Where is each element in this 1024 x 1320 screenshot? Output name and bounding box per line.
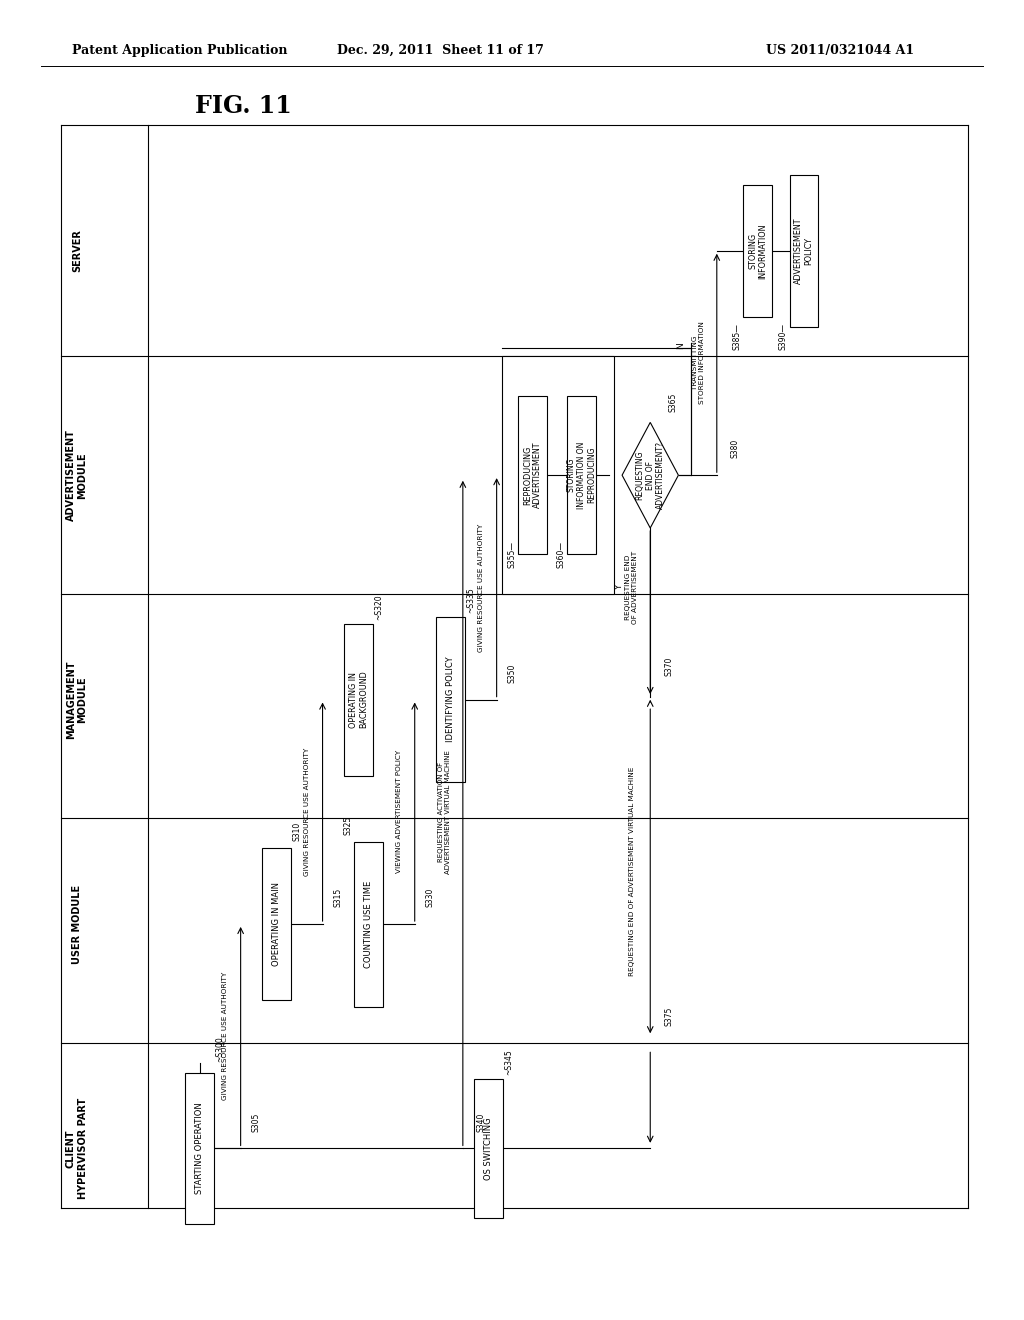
Text: Patent Application Publication: Patent Application Publication — [72, 44, 287, 57]
Text: STORING
INFORMATION ON
REPRODUCING: STORING INFORMATION ON REPRODUCING — [566, 441, 597, 510]
Text: S355—: S355— — [508, 541, 516, 568]
Text: Y: Y — [615, 585, 624, 590]
Text: US 2011/0321044 A1: US 2011/0321044 A1 — [766, 44, 913, 57]
Text: ~S300: ~S300 — [216, 1036, 224, 1063]
Text: S370: S370 — [665, 657, 673, 676]
Text: USER MODULE: USER MODULE — [72, 884, 82, 964]
Text: REQUESTING END OF ADVERTISEMENT VIRTUAL MACHINE: REQUESTING END OF ADVERTISEMENT VIRTUAL … — [629, 767, 635, 975]
Bar — [436, 618, 465, 781]
Text: S375: S375 — [665, 1007, 673, 1026]
Bar — [354, 842, 383, 1006]
Text: N: N — [677, 342, 685, 350]
Text: S340: S340 — [477, 1113, 485, 1131]
Text: GIVING RESOURCE USE AUTHORITY: GIVING RESOURCE USE AUTHORITY — [222, 972, 228, 1101]
Text: S330: S330 — [426, 888, 434, 907]
Text: S360—: S360— — [557, 541, 565, 568]
Text: TRANSMITTING
STORED INFORMATION: TRANSMITTING STORED INFORMATION — [692, 322, 705, 404]
Bar — [518, 396, 547, 554]
Polygon shape — [623, 422, 678, 528]
Text: FIG. 11: FIG. 11 — [195, 94, 291, 117]
Text: OPERATING IN
BACKGROUND: OPERATING IN BACKGROUND — [349, 671, 368, 729]
Text: REQUESTING ACTIVATION OF
ADVERTISEMENT VIRTUAL MACHINE: REQUESTING ACTIVATION OF ADVERTISEMENT V… — [438, 750, 451, 874]
Bar — [743, 185, 772, 317]
Text: GIVING RESOURCE USE AUTHORITY: GIVING RESOURCE USE AUTHORITY — [304, 747, 310, 876]
Text: S325: S325 — [344, 816, 352, 834]
Text: S315: S315 — [334, 888, 342, 907]
Text: REQUESTING END
OF ADVERTISEMENT: REQUESTING END OF ADVERTISEMENT — [626, 550, 638, 624]
Text: OS SWITCHING: OS SWITCHING — [484, 1117, 493, 1180]
Bar — [344, 624, 373, 776]
Bar — [502, 356, 614, 594]
Text: STARTING OPERATION: STARTING OPERATION — [196, 1102, 204, 1195]
Text: ~S335: ~S335 — [467, 587, 475, 614]
Text: CLIENT
HYPERVISOR PART: CLIENT HYPERVISOR PART — [66, 1098, 88, 1199]
Text: OPERATING IN MAIN: OPERATING IN MAIN — [272, 882, 281, 966]
Text: ADVERTISEMENT
POLICY: ADVERTISEMENT POLICY — [795, 218, 813, 284]
Text: S365: S365 — [669, 393, 677, 412]
Bar — [790, 174, 818, 326]
Text: ~S345: ~S345 — [505, 1049, 513, 1076]
Text: S310: S310 — [293, 822, 301, 841]
Text: VIEWING ADVERTISEMENT POLICY: VIEWING ADVERTISEMENT POLICY — [396, 750, 402, 874]
Text: IDENTIFYING POLICY: IDENTIFYING POLICY — [446, 657, 455, 742]
Text: S380: S380 — [731, 440, 739, 458]
Text: Dec. 29, 2011  Sheet 11 of 17: Dec. 29, 2011 Sheet 11 of 17 — [337, 44, 544, 57]
Text: GIVING RESOURCE USE AUTHORITY: GIVING RESOURCE USE AUTHORITY — [478, 523, 484, 652]
Text: S385—: S385— — [733, 323, 741, 350]
Text: ADVERTISEMENT
MODULE: ADVERTISEMENT MODULE — [66, 429, 88, 521]
Bar — [185, 1072, 214, 1225]
Text: COUNTING USE TIME: COUNTING USE TIME — [365, 880, 373, 968]
Text: MANAGEMENT
MODULE: MANAGEMENT MODULE — [66, 660, 88, 739]
Bar — [567, 396, 596, 554]
Text: ~S320: ~S320 — [375, 594, 383, 620]
Text: S390—: S390— — [779, 323, 787, 350]
Text: S350: S350 — [508, 664, 516, 682]
Text: S305: S305 — [252, 1113, 260, 1131]
Text: SERVER: SERVER — [72, 230, 82, 272]
Text: REQUESTING
END OF
ADVERTISEMENT?: REQUESTING END OF ADVERTISEMENT? — [635, 441, 666, 510]
Text: STORING
INFORMATION: STORING INFORMATION — [749, 223, 767, 279]
Text: REPRODUCING
ADVERTISEMENT: REPRODUCING ADVERTISEMENT — [523, 442, 542, 508]
Bar — [262, 849, 291, 1001]
Bar — [474, 1080, 503, 1217]
